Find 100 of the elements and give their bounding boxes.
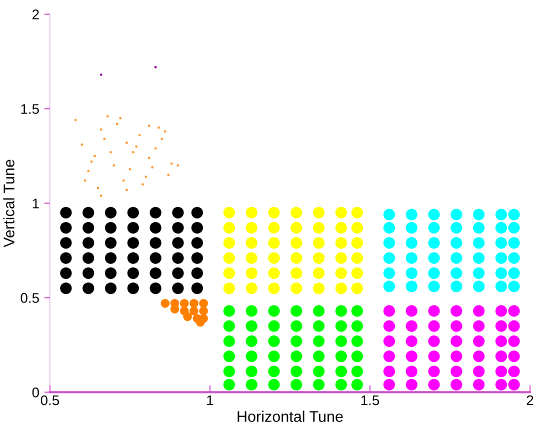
point [450, 208, 462, 220]
point [383, 305, 396, 317]
point [508, 320, 520, 332]
y-tick-label: 1.5 [21, 104, 39, 114]
point [246, 335, 258, 347]
point [100, 194, 102, 197]
point [160, 298, 170, 308]
point [127, 267, 139, 279]
point [290, 350, 302, 362]
point [172, 267, 184, 279]
point [406, 252, 418, 264]
point [82, 222, 94, 234]
point [104, 206, 117, 218]
point [312, 206, 325, 218]
point [180, 298, 189, 308]
point [127, 282, 139, 294]
point [450, 335, 462, 347]
point [495, 237, 508, 249]
point [383, 208, 396, 220]
point [246, 282, 258, 294]
point [406, 222, 418, 234]
point [223, 222, 235, 234]
point [127, 237, 139, 249]
point [473, 267, 485, 279]
point [290, 378, 302, 390]
point [199, 306, 208, 316]
point [290, 282, 302, 294]
point [351, 366, 363, 378]
point [473, 335, 485, 347]
point [473, 280, 485, 292]
point [104, 267, 117, 279]
x-tick-label: 2 [526, 395, 534, 406]
point [508, 305, 520, 317]
point [246, 267, 258, 279]
point [495, 222, 508, 234]
point [268, 252, 280, 264]
point [406, 267, 418, 279]
point [290, 305, 302, 317]
point [290, 206, 302, 218]
point [112, 164, 116, 167]
point [290, 366, 302, 378]
point [104, 237, 117, 249]
point [60, 222, 72, 234]
point [495, 350, 508, 362]
point [172, 237, 184, 249]
point [351, 378, 363, 390]
point [351, 350, 363, 362]
point [148, 156, 150, 160]
point [268, 350, 280, 362]
y-tick-label: 1 [32, 198, 39, 208]
point [450, 222, 462, 234]
point [406, 305, 418, 317]
point [268, 206, 280, 218]
point [150, 237, 162, 249]
point [82, 237, 94, 249]
point [473, 305, 485, 317]
point [290, 267, 302, 279]
point [223, 252, 235, 264]
point [383, 222, 396, 234]
point [223, 305, 235, 317]
point [167, 174, 170, 176]
point [406, 320, 418, 332]
point [151, 166, 154, 169]
point [335, 206, 347, 218]
point [191, 237, 203, 249]
point [450, 305, 462, 317]
point [127, 206, 139, 218]
point [223, 366, 235, 378]
point [223, 282, 235, 294]
point [312, 378, 325, 390]
point [351, 252, 363, 264]
point [450, 280, 462, 292]
point [428, 320, 440, 332]
point [82, 282, 94, 294]
point [90, 160, 93, 163]
point [96, 186, 100, 190]
point [312, 222, 325, 234]
point [223, 320, 235, 332]
point [82, 206, 94, 218]
point [450, 237, 462, 249]
point [351, 222, 363, 234]
point [60, 267, 72, 279]
point [335, 252, 347, 264]
point [60, 282, 72, 294]
point [268, 282, 280, 294]
point [351, 267, 363, 279]
x-tick-label: 1.5 [361, 396, 380, 406]
point [473, 320, 485, 332]
point [150, 252, 162, 264]
point [138, 134, 141, 136]
point [223, 335, 235, 347]
point [191, 206, 203, 218]
point [60, 206, 72, 218]
point [150, 222, 162, 234]
point [268, 222, 280, 234]
x-tick-label: 0.5 [40, 395, 60, 406]
point [406, 366, 418, 378]
point [351, 282, 363, 294]
point [450, 350, 462, 362]
point [312, 267, 325, 279]
